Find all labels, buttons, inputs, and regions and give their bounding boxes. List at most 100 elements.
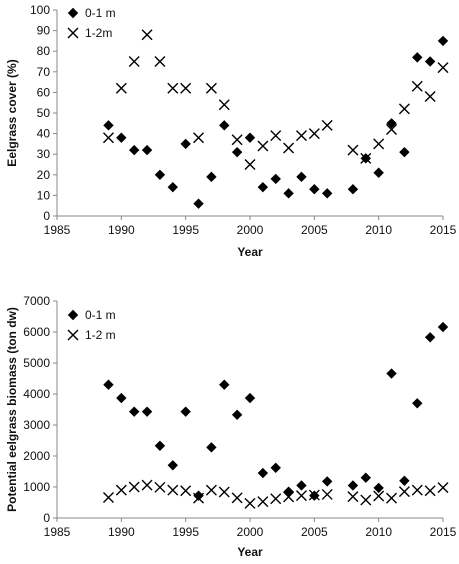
- data-point-x: [205, 82, 217, 94]
- x-tick-label: 2015: [430, 223, 457, 237]
- data-point-x-stroke-b: [128, 481, 140, 493]
- data-point-diamond: [129, 406, 140, 417]
- data-point-diamond: [231, 409, 243, 420]
- data-point-x: [270, 130, 282, 142]
- data-point-x: [411, 484, 423, 496]
- legend-marker-diamond: [67, 309, 79, 321]
- legend-marker-x-stroke-b: [67, 27, 79, 39]
- data-point-x: [360, 494, 372, 506]
- y-tick-label: 5000: [23, 356, 50, 370]
- data-point-x: [424, 91, 436, 103]
- data-point-x: [167, 484, 179, 496]
- legend-label: 1-2m: [85, 26, 112, 40]
- y-axis-title: Eelgrass cover (%): [5, 59, 19, 166]
- data-point-x: [180, 82, 192, 94]
- data-point-x-stroke-b: [167, 82, 179, 94]
- data-point-x-stroke-b: [373, 490, 385, 502]
- data-point-diamond: [270, 462, 281, 473]
- x-tick-label: 1990: [108, 525, 135, 539]
- data-point-diamond: [257, 467, 269, 479]
- data-point-diamond: [103, 120, 114, 131]
- data-point-x: [205, 484, 217, 496]
- data-point-x-stroke-b: [424, 91, 436, 103]
- data-point-x-stroke-b: [347, 144, 359, 156]
- x-tick-label: 2000: [237, 525, 264, 539]
- data-point-diamond: [322, 188, 333, 199]
- data-point-x: [257, 140, 269, 152]
- x-axis-title: Year: [237, 245, 263, 259]
- data-point-x-stroke-b: [373, 138, 385, 150]
- data-point-x-stroke-b: [360, 152, 372, 164]
- data-point-diamond: [116, 392, 127, 404]
- x-tick-label: 2010: [365, 525, 392, 539]
- data-point-diamond: [141, 144, 153, 156]
- data-point-x: [308, 128, 320, 140]
- data-point-x: [180, 485, 192, 497]
- data-point-diamond: [373, 482, 384, 494]
- data-point-diamond: [219, 120, 230, 131]
- data-point-x: [283, 491, 295, 503]
- data-point-diamond: [424, 56, 436, 67]
- data-point-x-stroke-b: [283, 491, 295, 503]
- x-tick-label: 2005: [301, 525, 328, 539]
- data-point-x-stroke-b: [270, 493, 282, 505]
- data-point-x-stroke-b: [424, 485, 436, 497]
- data-point-x-stroke-b: [386, 492, 398, 504]
- data-point-x: [102, 492, 114, 504]
- data-point-diamond: [412, 52, 423, 63]
- legend: 0-1 m 1-2 m: [67, 308, 116, 342]
- data-point-x-stroke-b: [115, 484, 127, 496]
- chart-2: 0 1000 2000 3000 4000 5000 6000 7000 1985 1990 199…: [5, 294, 457, 559]
- legend-label: 1-2 m: [85, 328, 116, 342]
- x-tick-label: 1995: [172, 525, 199, 539]
- data-point-x-stroke-b: [244, 497, 256, 509]
- data-point-x: [154, 56, 166, 67]
- y-tick-label: 7000: [23, 294, 50, 308]
- x-axis-title: Year: [237, 545, 263, 559]
- data-point-x-stroke-b: [180, 485, 192, 497]
- y-tick-label: 2000: [23, 449, 50, 463]
- data-point-x-stroke-b: [205, 484, 217, 496]
- x-tick-label: 2010: [365, 223, 392, 237]
- data-point-x-stroke-b: [411, 80, 423, 92]
- data-point-x-stroke-b: [360, 494, 372, 506]
- y-tick-label: 50: [37, 106, 51, 120]
- data-point-diamond: [296, 171, 307, 183]
- data-point-x: [141, 29, 153, 41]
- y-tick-label: 70: [37, 65, 51, 79]
- data-point-x: [218, 99, 230, 111]
- legend-marker-x-stroke-b: [67, 329, 79, 341]
- data-point-x-stroke-b: [321, 488, 333, 500]
- data-point-x: [244, 497, 256, 509]
- data-point-x: [257, 496, 269, 508]
- data-point-diamond: [347, 184, 359, 195]
- series-2: [102, 479, 449, 509]
- data-point-diamond: [180, 406, 191, 417]
- data-point-diamond: [399, 146, 410, 158]
- data-point-x: [437, 62, 449, 74]
- legend-marker-diamond: [67, 7, 79, 19]
- data-point-diamond: [257, 181, 269, 193]
- data-point-x: [102, 132, 114, 144]
- data-point-x: [360, 152, 372, 164]
- data-point-x-stroke-b: [115, 82, 127, 94]
- y-tick-label: 40: [37, 127, 51, 141]
- y-tick-label: 4000: [23, 387, 50, 401]
- data-point-diamond: [154, 440, 166, 451]
- data-point-x-stroke-b: [437, 482, 449, 494]
- data-point-x: [437, 482, 449, 494]
- x-tick-label: 2015: [430, 525, 457, 539]
- legend-marker-x: [67, 329, 79, 341]
- data-point-x: [154, 481, 166, 493]
- data-point-x-stroke-b: [386, 123, 398, 135]
- data-point-x-stroke-b: [437, 62, 449, 74]
- y-tick-label: 60: [37, 85, 51, 99]
- data-point-diamond: [270, 173, 281, 185]
- legend: 0-1 m 1-2m: [67, 6, 116, 40]
- y-tick-label: 6000: [23, 325, 50, 339]
- y-tick-label: 10: [37, 188, 51, 202]
- data-point-x-stroke-b: [270, 130, 282, 142]
- x-tick-label: 1995: [172, 223, 199, 237]
- data-point-diamond: [244, 392, 256, 404]
